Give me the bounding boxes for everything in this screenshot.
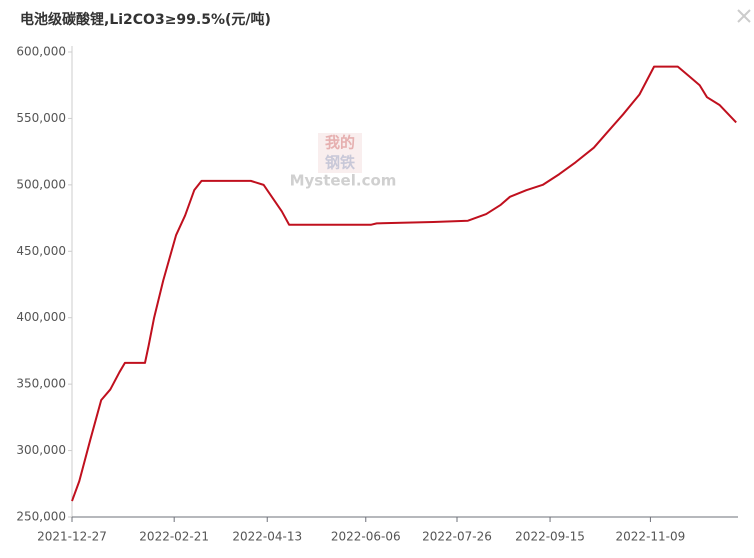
x-tick-label: 2021-12-27 xyxy=(37,530,107,544)
y-tick-label: 300,000 xyxy=(16,443,66,457)
y-tick-label: 600,000 xyxy=(16,45,66,59)
y-tick-label: 500,000 xyxy=(16,177,66,191)
x-tick-label: 2022-07-26 xyxy=(422,530,492,544)
y-tick-label: 400,000 xyxy=(16,310,66,324)
watermark-bottom: Mysteel.com xyxy=(290,172,397,190)
watermark-top: 我的 xyxy=(325,134,355,152)
x-tick-label: 2022-11-09 xyxy=(616,530,686,544)
x-tick-label: 2022-02-21 xyxy=(139,530,209,544)
watermark-middle: 钢铁 xyxy=(325,154,355,172)
x-tick-label: 2022-06-06 xyxy=(331,530,401,544)
y-tick-label: 350,000 xyxy=(16,377,66,391)
y-tick-label: 250,000 xyxy=(16,510,66,524)
watermark-box xyxy=(318,133,362,173)
close-stroke[interactable] xyxy=(737,9,751,23)
y-tick-label: 450,000 xyxy=(16,244,66,258)
y-tick-label: 550,000 xyxy=(16,111,66,125)
line-series xyxy=(71,65,737,502)
chart-title: 电池级碳酸锂,Li2CO3≥99.5%(元/吨) xyxy=(20,11,271,28)
close-icon[interactable] xyxy=(737,9,751,23)
x-tick-label: 2022-04-13 xyxy=(232,530,302,544)
x-tick-label: 2022-09-15 xyxy=(515,530,585,544)
